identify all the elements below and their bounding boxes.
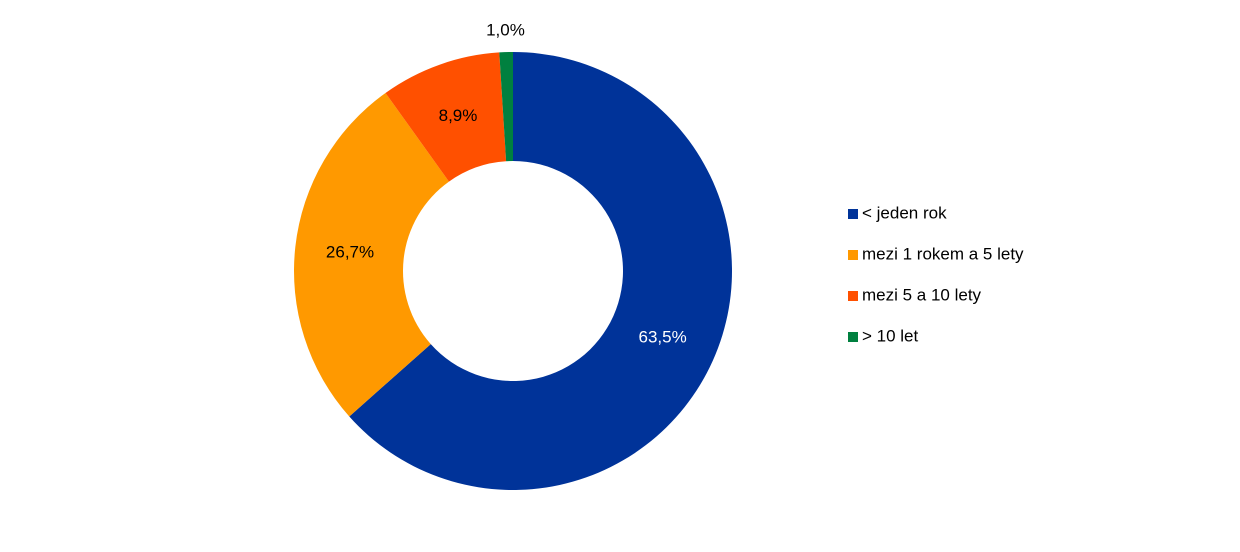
donut-slice — [349, 52, 732, 490]
donut-slice — [499, 52, 513, 162]
legend-swatch — [848, 209, 858, 219]
data-label: 63,5% — [639, 328, 687, 347]
legend-swatch — [848, 250, 858, 260]
legend-label: mezi 1 rokem a 5 lety — [862, 244, 1024, 263]
legend-swatch — [848, 291, 858, 301]
data-label: 8,9% — [439, 106, 478, 125]
legend-label: mezi 5 a 10 lety — [862, 285, 982, 304]
legend-swatch — [848, 332, 858, 342]
data-label: 26,7% — [326, 242, 374, 261]
donut-slice — [294, 92, 449, 417]
donut-slice — [385, 52, 507, 182]
data-label: 1,0% — [486, 21, 525, 40]
legend-label: < jeden rok — [862, 203, 947, 222]
legend-label: > 10 let — [862, 326, 919, 345]
